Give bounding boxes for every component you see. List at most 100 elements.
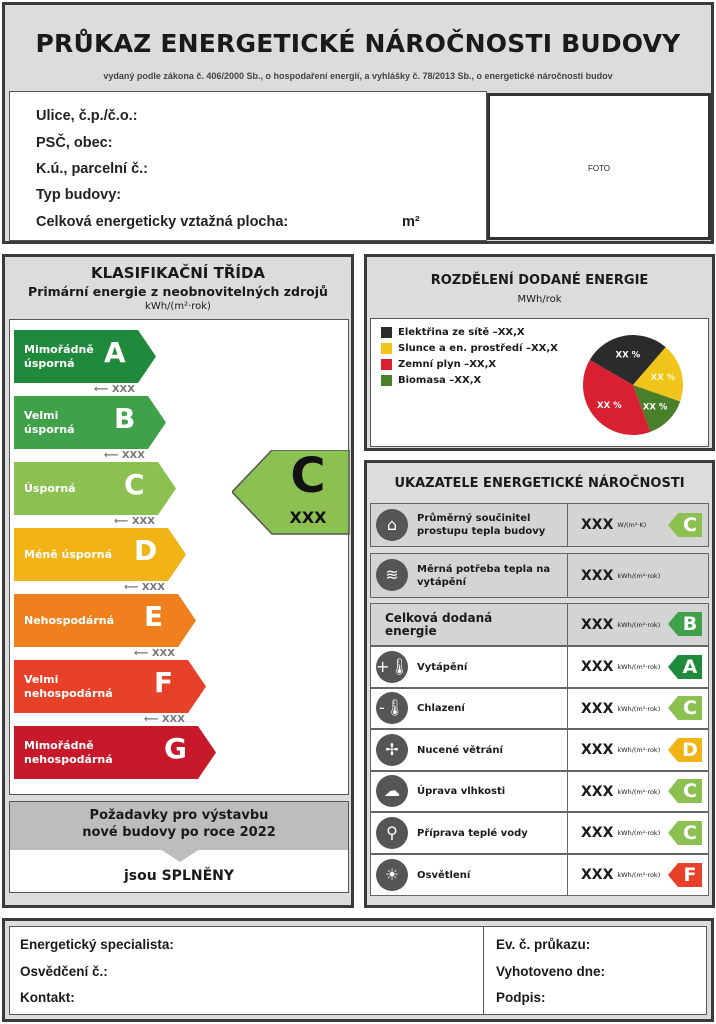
class-label: Méně úsporná bbox=[24, 547, 113, 561]
class-bar-a: Mimořádně úsporná A bbox=[14, 330, 158, 383]
arrow-left-icon: ⟵ bbox=[124, 582, 142, 593]
light-bulb-icon: ☀ bbox=[376, 858, 408, 891]
class-badge: D bbox=[668, 737, 702, 762]
fan-icon: ✢ bbox=[376, 733, 408, 766]
current-class-indicator: C XXX bbox=[232, 448, 350, 535]
legend-swatch bbox=[381, 375, 392, 386]
legend-swatch bbox=[381, 359, 392, 370]
class-threshold: ⟵ XXX bbox=[114, 516, 155, 527]
legend-label: Biomasa – bbox=[398, 375, 455, 386]
requirements-text-1: Požadavky pro výstavbu bbox=[89, 808, 269, 823]
class-label: Mimořádně úsporná bbox=[24, 342, 94, 370]
indicator-value: XXX bbox=[581, 742, 614, 758]
requirements-box: Požadavky pro výstavbu nové budovy po ro… bbox=[9, 801, 349, 893]
classification-title: KLASIFIKAČNÍ TŘÍDA bbox=[90, 264, 266, 282]
record-number-label: Ev. č. průkazu: bbox=[496, 937, 591, 952]
class-label: Mimořádně nehospodárná bbox=[24, 738, 113, 766]
contact-label: Kontakt: bbox=[20, 990, 75, 1005]
pie-slice bbox=[583, 360, 651, 435]
energy-class-scale: Mimořádně úsporná A ⟵ XXX Velmi úsporná B… bbox=[9, 319, 350, 795]
legend-value: XX,X bbox=[469, 359, 497, 370]
indicator-row: -🌡 Chlazení XXX kWh/(m²·rok) C bbox=[370, 688, 709, 729]
building-info: Ulice, č.p./č.o.: PSČ, obec: K.ú., parce… bbox=[9, 91, 487, 241]
issued-date-label: Vyhotoveno dne: bbox=[496, 964, 606, 979]
requirements-text-2: nové budovy po roce 2022 bbox=[82, 825, 276, 840]
indicator-row: ☁ Úprava vlhkosti XXX kWh/(m²·rok) C bbox=[370, 771, 709, 812]
cadastre-label: K.ú., parcelní č.: bbox=[36, 161, 148, 177]
legend-value: XX,X bbox=[454, 375, 482, 386]
class-label: Velmi nehospodárná bbox=[24, 672, 113, 700]
distribution-content: Elektřina ze sítě – XX,X Slunce a en. pro… bbox=[370, 318, 709, 447]
photo-placeholder: FOTO bbox=[487, 93, 711, 240]
current-class-letter: C bbox=[290, 448, 326, 504]
page-title: PRŮKAZ ENERGETICKÉ NÁROČNOSTI BUDOVY bbox=[35, 29, 681, 58]
arrow-left-icon: ⟵ bbox=[94, 384, 112, 395]
indicator-label: Nucené větrání bbox=[417, 744, 503, 756]
class-threshold: ⟵ XXX bbox=[94, 384, 135, 395]
class-badge: C bbox=[668, 696, 702, 720]
indicator-unit: W/(m²·K) bbox=[617, 521, 647, 529]
header-section: PRŮKAZ ENERGETICKÉ NÁROČNOSTI BUDOVY vyd… bbox=[2, 2, 714, 244]
threshold-value: XXX bbox=[151, 648, 175, 659]
indicator-label: Celková dodaná energie bbox=[385, 610, 493, 638]
indicator-label: Průměrný součinitel prostupu tepla budov… bbox=[417, 513, 546, 537]
indicator-label: Osvětlení bbox=[417, 869, 471, 881]
class-badge: C bbox=[668, 779, 702, 803]
indicator-value: XXX bbox=[581, 783, 614, 800]
class-letter: G bbox=[164, 732, 187, 765]
requirements-result-value: SPLNĚNY bbox=[161, 868, 234, 884]
pie-slice bbox=[633, 347, 683, 402]
legend-item: Biomasa – XX,X bbox=[381, 375, 481, 386]
legend-item: Slunce a en. prostředí – XX,X bbox=[381, 343, 558, 354]
indicator-value: XXX bbox=[581, 825, 614, 841]
indicator-unit: kWh/(m²·rok) bbox=[617, 746, 661, 754]
indicator-value: XXX bbox=[581, 567, 614, 584]
arrow-left-icon: ⟵ bbox=[114, 516, 132, 527]
indicator-row: +🌡 Vytápění XXX kWh/(m²·rok) A bbox=[370, 646, 709, 688]
arrow-left-icon: ⟵ bbox=[144, 714, 162, 725]
class-bar-d: Méně úsporná D bbox=[14, 528, 188, 581]
legend-value: XX,X bbox=[497, 327, 525, 338]
class-label: Nehospodárná bbox=[24, 613, 115, 627]
pie-slice-label: XX % bbox=[643, 403, 668, 413]
class-badge-letter: B bbox=[682, 613, 698, 635]
class-badge: A bbox=[668, 654, 702, 679]
down-arrow-icon bbox=[160, 849, 200, 862]
indicators-panel: UKAZATELE ENERGETICKÉ NÁROČNOSTI ⌂ Průměr… bbox=[364, 460, 715, 908]
distribution-pie-chart: XX % XX % XX % XX % bbox=[583, 335, 683, 435]
class-bar-b: Velmi úsporná B bbox=[14, 396, 168, 449]
class-badge-letter: F bbox=[683, 863, 697, 886]
arrow-left-icon: ⟵ bbox=[104, 450, 122, 461]
distribution-unit: MWh/rok bbox=[517, 294, 562, 305]
pie-slice bbox=[633, 385, 681, 432]
footer-section: Energetický specialista: Osvědčení č.: K… bbox=[2, 918, 714, 1022]
signature-label: Podpis: bbox=[496, 990, 546, 1005]
energy-distribution-panel: ROZDĚLENÍ DODANÉ ENERGIE MWh/rok Elektři… bbox=[364, 254, 715, 451]
indicator-label: Chlazení bbox=[417, 703, 465, 714]
legend-item: Elektřina ze sítě – XX,X bbox=[381, 327, 525, 338]
class-threshold: ⟵ XXX bbox=[104, 450, 145, 461]
humidity-icon: ☁ bbox=[376, 775, 408, 807]
building-type-label: Typ budovy: bbox=[36, 187, 122, 203]
class-threshold: ⟵ XXX bbox=[124, 582, 165, 593]
class-badge-letter: C bbox=[683, 697, 697, 719]
class-threshold: ⟵ XXX bbox=[144, 714, 185, 725]
indicator-label: Příprava teplé vody bbox=[417, 827, 528, 839]
pie-slice-label: XX % bbox=[616, 350, 641, 360]
current-class-value: XXX bbox=[289, 508, 327, 527]
requirements-result-prefix: jsou bbox=[124, 868, 162, 884]
legend-label: Zemní plyn – bbox=[398, 359, 470, 370]
legend-value: XX,X bbox=[530, 343, 558, 354]
indicator-row: ⌂ Průměrný součinitel prostupu tepla budo… bbox=[370, 503, 709, 547]
street-label: Ulice, č.p./č.o.: bbox=[36, 108, 138, 124]
class-bar-f: Velmi nehospodárná F bbox=[14, 660, 208, 713]
class-badge: C bbox=[668, 820, 702, 845]
class-letter: F bbox=[154, 666, 174, 699]
class-letter: A bbox=[104, 336, 126, 369]
pie-slice bbox=[589, 335, 666, 385]
distribution-title: ROZDĚLENÍ DODANÉ ENERGIE bbox=[430, 273, 649, 288]
legend-swatch bbox=[381, 327, 392, 338]
threshold-value: XXX bbox=[131, 516, 155, 527]
indicator-unit: kWh/(m²·rok) bbox=[617, 787, 661, 796]
class-badge-letter: C bbox=[683, 780, 697, 802]
